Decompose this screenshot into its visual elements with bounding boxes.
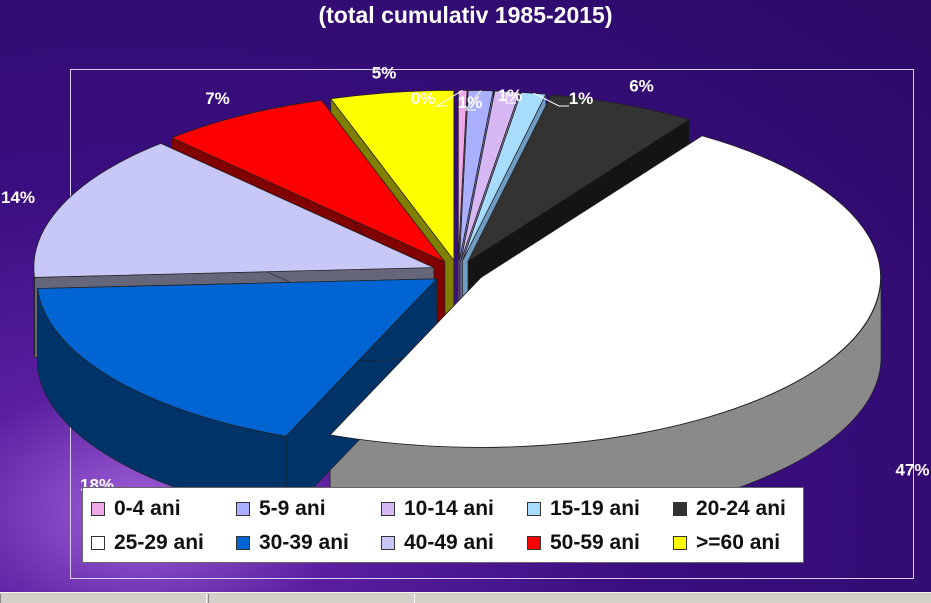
pie-slice-50-59-ani bbox=[170, 99, 446, 263]
data-label-50-59-ani: 7% bbox=[205, 89, 230, 108]
legend-label: 30-39 ani bbox=[259, 531, 349, 554]
taskbar bbox=[0, 592, 931, 603]
data-label-5-9-ani: 1% bbox=[458, 93, 483, 112]
legend-item-0-4-ani: 0-4 ani bbox=[91, 492, 236, 526]
data-label-20-24-ani: 6% bbox=[629, 77, 654, 96]
pie-slice-30-39-ani bbox=[37, 278, 438, 437]
legend-item-40-49-ani: 40-49 ani bbox=[381, 526, 527, 560]
legend-item-50-59-ani: 50-59 ani bbox=[527, 526, 673, 560]
data-label-40-49-ani: 14% bbox=[1, 188, 35, 207]
legend-swatch bbox=[527, 502, 541, 516]
leader-line-15-19-ani bbox=[533, 92, 569, 107]
pie-slice-25-29-ani bbox=[329, 135, 881, 448]
legend: 0-4 ani 5-9 ani 10-14 ani 15-19 ani 20-24 an… bbox=[82, 487, 804, 563]
legend-label: 0-4 ani bbox=[114, 497, 181, 520]
pie-slice-40-49-ani bbox=[33, 142, 435, 278]
legend-swatch bbox=[236, 536, 250, 550]
legend-swatch bbox=[381, 502, 395, 516]
legend-swatch bbox=[673, 502, 687, 516]
legend-swatch bbox=[381, 536, 395, 550]
pie-slice-5-9-ani bbox=[459, 89, 494, 261]
data-label-25-29-ani: 47% bbox=[895, 460, 929, 479]
taskbar-button[interactable] bbox=[208, 594, 415, 603]
pie-slice-20-24-ani bbox=[467, 94, 691, 263]
legend-item-25-29-ani: 25-29 ani bbox=[91, 526, 236, 560]
data-label-ge60-ani: 5% bbox=[372, 63, 397, 82]
legend-swatch bbox=[527, 536, 541, 550]
legend-label: >=60 ani bbox=[696, 531, 781, 554]
legend-swatch bbox=[236, 502, 250, 516]
chart-title: (total cumulativ 1985-2015) bbox=[318, 2, 613, 28]
pie-rim-40-49-ani bbox=[33, 267, 35, 358]
legend-item-10-14-ani: 10-14 ani bbox=[381, 492, 527, 526]
legend-item-ge60-ani: >=60 ani bbox=[673, 526, 813, 560]
legend-label: 5-9 ani bbox=[259, 497, 326, 520]
legend-label: 10-14 ani bbox=[404, 497, 494, 520]
legend-item-5-9-ani: 5-9 ani bbox=[236, 492, 381, 526]
leader-line-10-14-ani bbox=[505, 91, 516, 104]
legend-item-15-19-ani: 15-19 ani bbox=[527, 492, 673, 526]
data-label-0-4-ani: 0% bbox=[411, 89, 436, 108]
legend-label: 50-59 ani bbox=[550, 531, 640, 554]
pie-slice-ge60-ani bbox=[330, 89, 455, 262]
legend-swatch bbox=[91, 536, 105, 550]
pie-slice-0-4-ani bbox=[457, 89, 468, 261]
pie-top-layer bbox=[33, 89, 881, 448]
legend-item-20-24-ani: 20-24 ani bbox=[673, 492, 813, 526]
legend-label: 15-19 ani bbox=[550, 497, 640, 520]
legend-label: 25-29 ani bbox=[114, 531, 204, 554]
legend-label: 20-24 ani bbox=[696, 497, 786, 520]
legend-label: 40-49 ani bbox=[404, 531, 494, 554]
data-label-10-14-ani: 1% bbox=[498, 86, 523, 105]
pie-labels-layer: 0% 1% 1% 1%6%47%18%14%7%5% bbox=[1, 63, 930, 494]
legend-item-30-39-ani: 30-39 ani bbox=[236, 526, 381, 560]
taskbar-button[interactable] bbox=[0, 594, 207, 603]
legend-swatch bbox=[673, 536, 687, 550]
leader-line-5-9-ani bbox=[464, 90, 482, 111]
data-label-15-19-ani: 1% bbox=[569, 89, 594, 108]
leader-line-0-4-ani bbox=[435, 89, 463, 107]
legend-swatch bbox=[91, 502, 105, 516]
